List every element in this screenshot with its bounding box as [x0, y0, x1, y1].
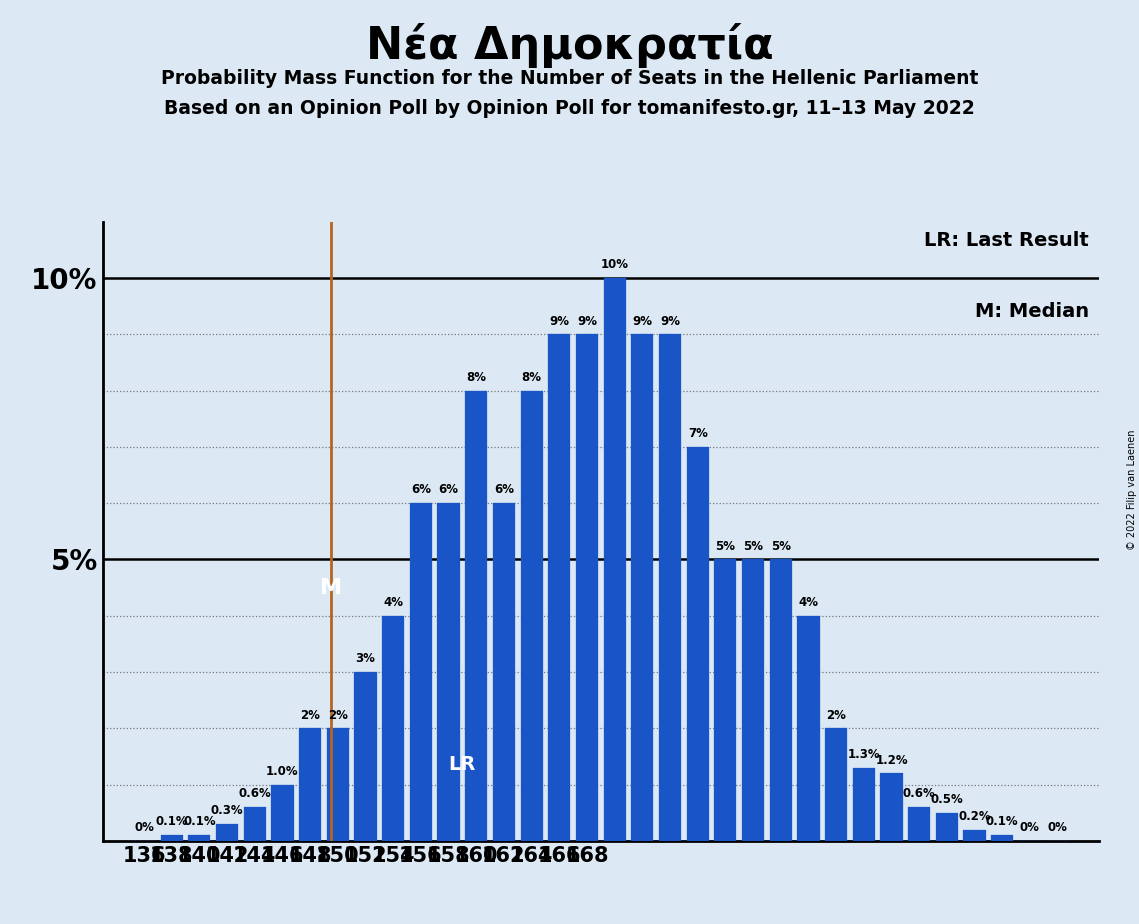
Bar: [936, 813, 958, 841]
Text: 10%: 10%: [600, 259, 629, 272]
Text: 0.6%: 0.6%: [903, 787, 935, 800]
Bar: [548, 334, 571, 841]
Text: 9%: 9%: [659, 314, 680, 328]
Text: 8%: 8%: [466, 371, 486, 383]
Text: 9%: 9%: [549, 314, 570, 328]
Text: 3%: 3%: [355, 652, 376, 665]
Text: 4%: 4%: [383, 596, 403, 609]
Text: 9%: 9%: [632, 314, 653, 328]
Bar: [327, 728, 349, 841]
Bar: [244, 807, 265, 841]
Bar: [188, 835, 211, 841]
Text: 7%: 7%: [688, 427, 707, 440]
Bar: [271, 784, 294, 841]
Bar: [437, 504, 460, 841]
Bar: [521, 391, 542, 841]
Text: Probability Mass Function for the Number of Seats in the Hellenic Parliament: Probability Mass Function for the Number…: [161, 69, 978, 89]
Text: 0%: 0%: [134, 821, 154, 834]
Text: 1.3%: 1.3%: [847, 748, 880, 761]
Bar: [161, 835, 182, 841]
Bar: [410, 504, 432, 841]
Bar: [853, 768, 875, 841]
Text: 2%: 2%: [826, 709, 846, 722]
Bar: [216, 824, 238, 841]
Text: © 2022 Filip van Laenen: © 2022 Filip van Laenen: [1128, 430, 1137, 550]
Text: LR: Last Result: LR: Last Result: [925, 231, 1089, 250]
Text: 0%: 0%: [1021, 821, 1040, 834]
Text: LR: LR: [449, 755, 476, 774]
Text: 5%: 5%: [715, 540, 736, 553]
Bar: [908, 807, 931, 841]
Bar: [770, 559, 792, 841]
Text: M: Median: M: Median: [975, 302, 1089, 322]
Text: Based on an Opinion Poll by Opinion Poll for tomanifesto.gr, 11–13 May 2022: Based on an Opinion Poll by Opinion Poll…: [164, 99, 975, 118]
Bar: [631, 334, 654, 841]
Text: Νέα Δημοκρατία: Νέα Δημοκρατία: [366, 23, 773, 68]
Text: 4%: 4%: [798, 596, 819, 609]
Text: 2%: 2%: [328, 709, 347, 722]
Text: 6%: 6%: [439, 483, 459, 496]
Text: 0.6%: 0.6%: [238, 787, 271, 800]
Text: 6%: 6%: [411, 483, 431, 496]
Bar: [604, 278, 625, 841]
Text: 1.2%: 1.2%: [875, 754, 908, 767]
Bar: [659, 334, 681, 841]
Bar: [354, 672, 377, 841]
Text: 0.3%: 0.3%: [211, 804, 244, 817]
Text: 0%: 0%: [1048, 821, 1067, 834]
Text: 8%: 8%: [522, 371, 542, 383]
Bar: [576, 334, 598, 841]
Bar: [714, 559, 737, 841]
Text: 0.1%: 0.1%: [183, 816, 215, 829]
Text: 0.1%: 0.1%: [986, 816, 1018, 829]
Text: 2%: 2%: [301, 709, 320, 722]
Text: 6%: 6%: [494, 483, 514, 496]
Bar: [465, 391, 487, 841]
Text: 0.1%: 0.1%: [155, 816, 188, 829]
Text: 0.5%: 0.5%: [931, 793, 964, 806]
Text: 0.2%: 0.2%: [958, 809, 991, 823]
Bar: [991, 835, 1014, 841]
Text: 9%: 9%: [577, 314, 597, 328]
Text: 1.0%: 1.0%: [267, 765, 298, 778]
Text: 5%: 5%: [743, 540, 763, 553]
Bar: [382, 615, 404, 841]
Bar: [880, 773, 902, 841]
Bar: [687, 447, 708, 841]
Bar: [964, 830, 985, 841]
Text: 5%: 5%: [771, 540, 790, 553]
Text: M: M: [320, 578, 342, 598]
Bar: [797, 615, 820, 841]
Bar: [741, 559, 764, 841]
Bar: [300, 728, 321, 841]
Bar: [493, 504, 515, 841]
Bar: [825, 728, 847, 841]
